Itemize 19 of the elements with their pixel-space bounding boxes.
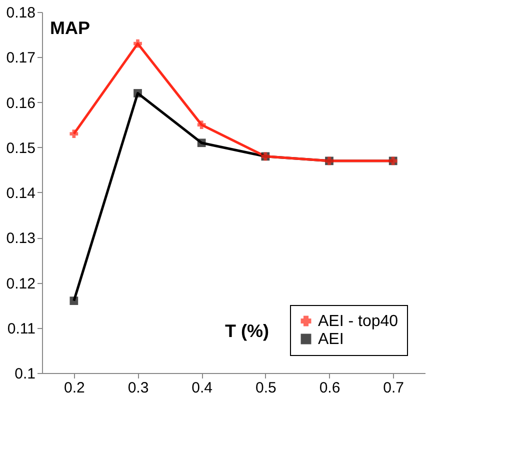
- x-tick-label: 0.2: [64, 380, 85, 396]
- y-tick-label: 0.17: [6, 50, 36, 67]
- x-tick-label: 0.7: [383, 380, 404, 396]
- y-tick-label: 0.15: [6, 140, 36, 157]
- x-tick-label: 0.4: [192, 380, 213, 396]
- y-tick-label: 0.14: [6, 185, 36, 202]
- x-tick-label: 0.3: [128, 380, 149, 396]
- y-axis-title: MAP: [50, 18, 90, 38]
- legend-label: AEI: [318, 331, 344, 348]
- y-tick-label: 0.16: [6, 94, 36, 112]
- legend-label: AEI - top40: [318, 313, 398, 330]
- y-tick-label: 0.12: [6, 275, 36, 292]
- y-tick-label: 0.18: [6, 4, 36, 22]
- x-tick-label: 0.5: [255, 380, 276, 396]
- y-tick-label: 0.11: [7, 320, 36, 338]
- y-tick-label: 0.13: [6, 230, 36, 248]
- x-axis-title: T (%): [225, 321, 269, 341]
- x-tick-label: 0.6: [319, 380, 340, 396]
- y-tick-label: 0.1: [14, 366, 36, 382]
